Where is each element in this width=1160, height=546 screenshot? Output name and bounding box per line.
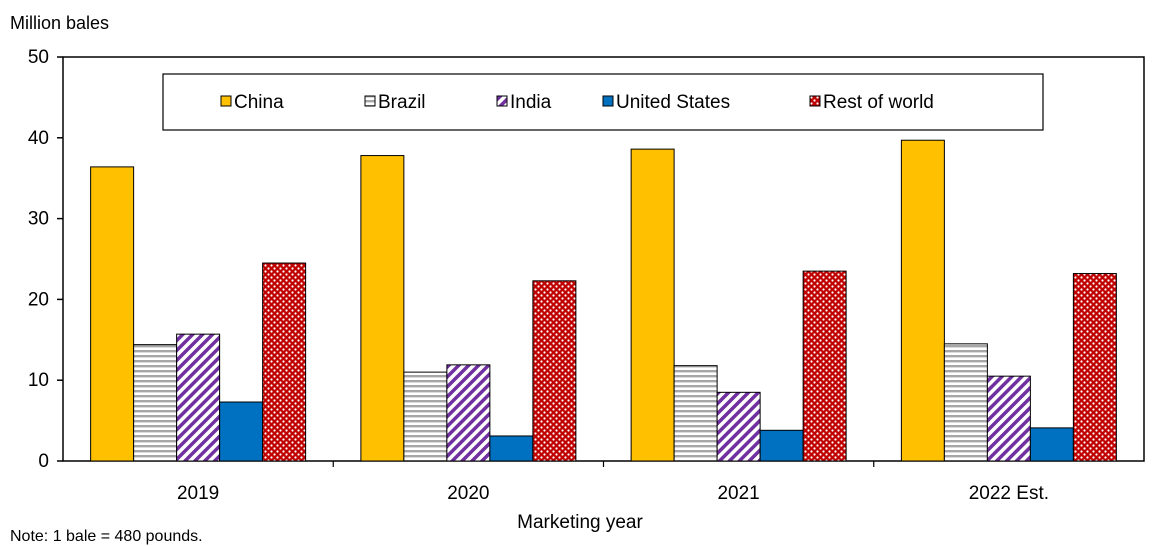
x-tick-label-2021: 2021	[717, 483, 759, 504]
y-tick-label: 20	[28, 289, 49, 310]
bar-rest-of-world-2021	[802, 270, 847, 462]
y-tick-label: 30	[28, 209, 49, 230]
x-axis-title: Marketing year	[517, 512, 643, 533]
bar-india-2020	[446, 364, 491, 462]
x-tick-label-2022-est: 2022 Est.	[969, 483, 1049, 504]
legend-label-india: India	[510, 92, 552, 113]
bar-united-states-2021	[759, 429, 804, 462]
bar-united-states-2022-est	[1029, 427, 1074, 462]
bar-india-2022-est	[986, 375, 1031, 462]
legend-label-rest-of-world: Rest of world	[823, 92, 934, 113]
legend-swatch-china	[220, 95, 232, 107]
bar-rest-of-world-2022-est	[1072, 273, 1117, 462]
y-axis-title: Million bales	[10, 13, 110, 33]
bar-china-2021	[630, 148, 675, 462]
bar-china-2019	[90, 166, 135, 462]
y-tick-label: 10	[28, 370, 49, 391]
bar-united-states-2020	[489, 435, 534, 462]
legend-label-united-states: United States	[616, 92, 730, 113]
legend-swatch-brazil	[364, 95, 376, 107]
bar-united-states-2019	[219, 401, 264, 462]
bar-china-2020	[360, 155, 405, 462]
legend-swatch-united-states	[602, 95, 614, 107]
y-tick-label: 50	[28, 47, 49, 68]
legend-label-china: China	[234, 92, 284, 113]
bar-brazil-2021	[673, 365, 718, 462]
y-tick-label: 0	[38, 451, 49, 472]
bar-rest-of-world-2020	[532, 280, 577, 462]
bar-china-2022-est	[900, 139, 945, 462]
legend-swatch-india	[496, 95, 508, 107]
x-tick-label-2020: 2020	[447, 483, 489, 504]
bar-rest-of-world-2019	[262, 262, 307, 462]
bar-brazil-2019	[133, 344, 178, 462]
bar-brazil-2022-est	[943, 343, 988, 462]
x-tick-label-2019: 2019	[177, 483, 219, 504]
bar-brazil-2020	[403, 371, 448, 462]
bar-india-2019	[176, 333, 221, 462]
y-tick-label: 40	[28, 128, 49, 149]
legend-swatch-rest-of-world	[809, 95, 821, 107]
chart-note: Note: 1 bale = 480 pounds.	[10, 528, 203, 545]
bar-india-2021	[716, 391, 761, 462]
legend-label-brazil: Brazil	[378, 92, 426, 113]
